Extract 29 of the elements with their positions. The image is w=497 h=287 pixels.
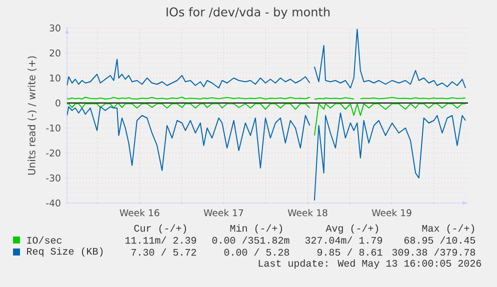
text: 0.00 /351.82m: [212, 236, 290, 244]
y-tick-label: 10: [50, 74, 60, 82]
y-tick-label: -40: [46, 199, 60, 207]
x-tick-label: Week 17: [204, 209, 244, 216]
y-tick-label: -20: [46, 149, 60, 157]
text: Max (-/+): [422, 224, 474, 234]
text: Last update: Wed May 13 16:00:05 2026: [258, 259, 482, 269]
text: 309.38 /379.78: [392, 248, 476, 256]
text: Cur (-/+): [134, 224, 186, 234]
chart-title: IOs for /dev/vda - by month: [166, 7, 330, 19]
text: 11.11m/ 2.39: [125, 236, 196, 244]
y-tick-label: -30: [46, 174, 60, 182]
legend-label: Req Size (KB): [27, 247, 103, 257]
legend-label: IO/sec: [27, 236, 62, 244]
text: 327.04m/ 1.79: [305, 236, 382, 244]
y-tick-label: 30: [50, 24, 60, 32]
x-tick-label: Week 18: [288, 209, 328, 216]
x-tick-label: Week 16: [120, 209, 160, 216]
text: Avg (-/+): [326, 224, 378, 234]
text: 68.95 /10.45: [404, 236, 476, 244]
text: Min (-/+): [230, 224, 282, 234]
y-tick-label: 0: [56, 99, 60, 107]
y-tick-label: 20: [50, 49, 60, 57]
y-axis-title: Units read (-) / write (+): [28, 56, 37, 175]
text: 7.30 / 5.72: [132, 248, 196, 256]
text: 0.00 / 5.28: [224, 248, 290, 256]
x-tick-label: Week 19: [372, 209, 412, 216]
y-tick-label: -10: [46, 124, 60, 132]
text: 9.85 / 8.61: [317, 248, 382, 256]
